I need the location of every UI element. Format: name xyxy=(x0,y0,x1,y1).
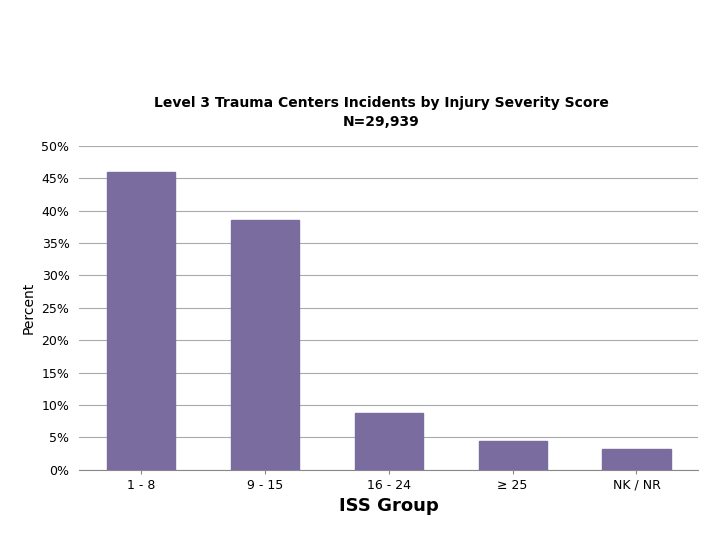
Text: N=29,939: N=29,939 xyxy=(343,114,420,129)
Bar xyxy=(355,414,423,470)
Text: Texas Level 3 Trauma Centers Incidents by: Texas Level 3 Trauma Centers Incidents b… xyxy=(131,29,698,53)
Text: Injury Severity Score: Injury Severity Score xyxy=(418,69,698,93)
X-axis label: ISS Group: ISS Group xyxy=(339,497,438,515)
Text: Level 3 Trauma Centers Incidents by Injury Severity Score: Level 3 Trauma Centers Incidents by Inju… xyxy=(154,96,609,110)
Bar xyxy=(479,441,546,470)
Bar xyxy=(107,172,175,470)
Bar xyxy=(231,220,299,470)
Polygon shape xyxy=(0,11,335,89)
Bar xyxy=(603,449,670,470)
Y-axis label: Percent: Percent xyxy=(22,282,36,334)
